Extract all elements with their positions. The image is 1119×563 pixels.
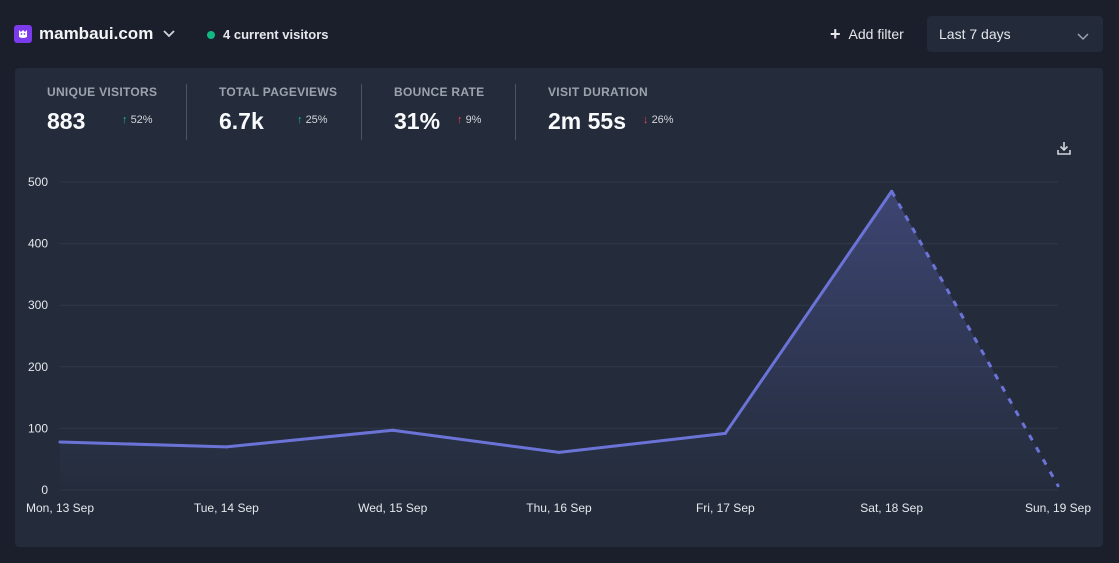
- current-visitors-label: 4 current visitors: [223, 27, 329, 42]
- data-point[interactable]: [391, 428, 395, 432]
- data-point[interactable]: [1056, 484, 1060, 488]
- x-tick-label: Tue, 14 Sep: [194, 501, 259, 515]
- metric-change: ↓ 26%: [643, 114, 674, 126]
- site-switcher[interactable]: mambaui.com: [14, 24, 175, 44]
- site-name: mambaui.com: [39, 24, 154, 43]
- metric-change-value: 25%: [305, 114, 328, 126]
- metric-change-value: 52%: [130, 114, 153, 126]
- y-tick-label: 500: [28, 175, 48, 189]
- current-visitors[interactable]: 4 current visitors: [207, 27, 329, 42]
- x-tick-label: Wed, 15 Sep: [358, 501, 427, 515]
- series-line-partial: [890, 190, 1060, 487]
- metric-visit-duration[interactable]: VISIT DURATION 2m 55s ↓ 26%: [548, 68, 708, 140]
- data-point[interactable]: [890, 189, 894, 193]
- x-tick-label: Sat, 18 Sep: [860, 501, 923, 515]
- series-area: [60, 191, 1058, 491]
- top-bar: mambaui.com 4 current visitors + Add fil…: [0, 0, 1119, 68]
- download-icon[interactable]: [1056, 140, 1072, 161]
- y-tick-label: 200: [28, 360, 48, 374]
- metric-value: 2m 55s: [548, 108, 627, 134]
- x-tick-label: Mon, 13 Sep: [26, 501, 94, 515]
- data-point[interactable]: [224, 445, 228, 449]
- metric-value: 883: [47, 108, 86, 134]
- metric-value: 31%: [394, 108, 441, 134]
- metric-change-value: 26%: [651, 114, 674, 126]
- metric-change: ↑ 9%: [457, 114, 481, 126]
- period-label: Last 7 days: [939, 26, 1011, 42]
- y-tick-label: 300: [28, 298, 48, 312]
- metric-change: ↑ 52%: [122, 114, 153, 126]
- data-point[interactable]: [557, 450, 561, 454]
- metric-total-pageviews[interactable]: TOTAL PAGEVIEWS 6.7k ↑ 25%: [219, 68, 369, 140]
- data-point[interactable]: [58, 440, 62, 444]
- divider: [186, 84, 187, 140]
- site-logo-icon: [14, 25, 32, 43]
- divider: [515, 84, 516, 140]
- metric-unique-visitors[interactable]: UNIQUE VISITORS 883 ↑ 52%: [47, 68, 197, 140]
- x-tick-label: Sun, 19 Sep: [1025, 501, 1091, 515]
- series-line: [59, 190, 893, 454]
- metric-value: 6.7k: [219, 108, 264, 134]
- metric-label: TOTAL PAGEVIEWS: [219, 85, 338, 99]
- arrow-up-icon: ↑: [457, 114, 463, 126]
- metric-label: UNIQUE VISITORS: [47, 85, 158, 99]
- metric-change: ↑ 25%: [297, 114, 328, 126]
- metric-label: BOUNCE RATE: [394, 85, 485, 99]
- period-dropdown[interactable]: Last 7 days: [927, 16, 1103, 52]
- live-dot-icon: [207, 30, 215, 39]
- y-tick-label: 100: [28, 421, 48, 435]
- add-filter-button[interactable]: + Add filter: [830, 24, 904, 44]
- metric-bounce-rate[interactable]: BOUNCE RATE 31% ↑ 9%: [394, 68, 524, 140]
- arrow-up-icon: ↑: [122, 114, 128, 126]
- arrow-down-icon: ↓: [643, 114, 649, 126]
- metric-label: VISIT DURATION: [548, 85, 648, 99]
- metric-change-value: 9%: [465, 114, 482, 126]
- x-tick-label: Fri, 17 Sep: [696, 501, 755, 515]
- x-tick-label: Thu, 16 Sep: [526, 501, 592, 515]
- arrow-up-icon: ↑: [297, 114, 303, 126]
- y-tick-label: 400: [28, 237, 48, 251]
- plus-icon: +: [830, 24, 841, 44]
- y-tick-label: 0: [41, 483, 48, 497]
- add-filter-label: Add filter: [848, 26, 904, 42]
- chevron-down-icon: [163, 25, 175, 43]
- data-point[interactable]: [723, 431, 727, 435]
- divider: [361, 84, 362, 140]
- chevron-down-icon: [1077, 28, 1089, 44]
